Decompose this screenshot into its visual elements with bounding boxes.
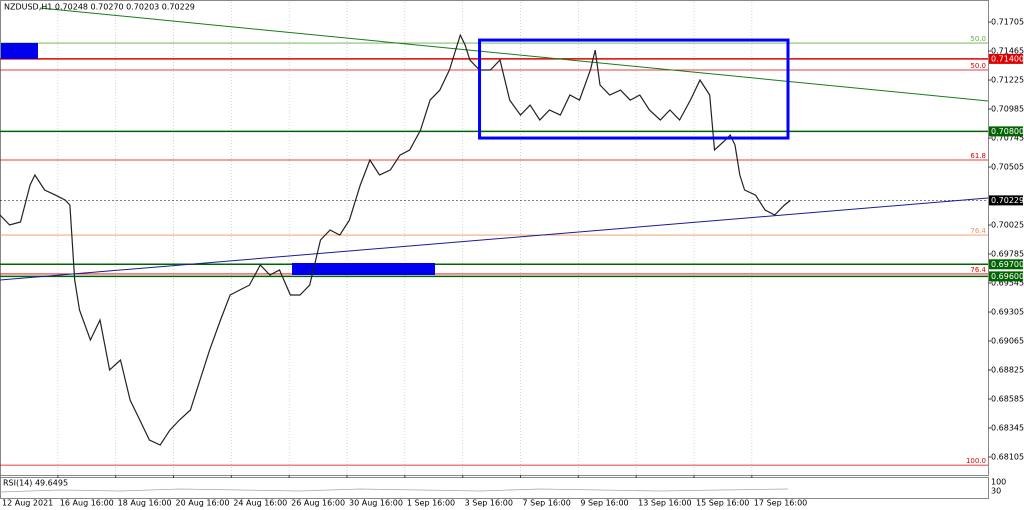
range-box xyxy=(478,38,790,140)
x-tick-label: 12 Aug 2021 xyxy=(2,499,53,508)
x-tick-label: 15 Sep 16:00 xyxy=(696,499,749,508)
trend-line xyxy=(0,197,989,281)
y-tick-label: 0.70985 xyxy=(991,105,1024,114)
y-tick-label: 0.71705 xyxy=(991,18,1024,27)
x-tick-label: 13 Sep 16:00 xyxy=(638,499,691,508)
x-tick-label: 24 Aug 16:00 xyxy=(233,499,287,508)
y-tick-label: 0.69065 xyxy=(991,337,1024,346)
price-tag-label: 0.71400 xyxy=(991,54,1024,63)
y-tick-label: 0.69545 xyxy=(991,279,1024,288)
fib-label: 50.0 xyxy=(970,35,986,43)
x-tick-label: 7 Sep 16:00 xyxy=(523,499,571,508)
price-tag xyxy=(989,259,1023,270)
price-tag-label: 0.69600 xyxy=(991,272,1024,281)
price-line xyxy=(0,33,791,446)
indicator-label: RSI(14) 49.6495 xyxy=(3,479,68,488)
price-tag-label: 0.70800 xyxy=(991,127,1024,136)
zone-block xyxy=(1,43,38,59)
price-tag xyxy=(989,195,1023,206)
x-tick-label: 1 Sep 16:00 xyxy=(407,499,455,508)
y-tick-label: 0.68105 xyxy=(991,452,1024,461)
y-tick-label: 0.70505 xyxy=(991,163,1024,172)
price-tag xyxy=(989,126,1023,137)
x-tick-label: 20 Aug 16:00 xyxy=(176,499,230,508)
plot-frame xyxy=(0,0,989,476)
fib-label: 76.4 xyxy=(970,266,986,274)
x-tick-label: 16 Aug 16:00 xyxy=(60,499,114,508)
zone-block xyxy=(292,263,435,275)
price-tag xyxy=(989,271,1023,282)
x-tick-label: 18 Aug 16:00 xyxy=(118,499,172,508)
y-tick-label: 0.70025 xyxy=(991,221,1024,230)
fib-label: 50.0 xyxy=(970,62,986,70)
y-tick-label: 0.69785 xyxy=(991,250,1024,259)
y-tick-label: 0.69305 xyxy=(991,308,1024,317)
y-tick-label: 0.68825 xyxy=(991,366,1024,375)
y-tick-label: 0.71465 xyxy=(991,47,1024,56)
y-tick-label: 0.68585 xyxy=(991,395,1024,404)
fib-label: 76.4 xyxy=(970,227,986,235)
fib-label: 100.0 xyxy=(966,457,986,465)
price-tag-label: 0.70229 xyxy=(991,196,1024,205)
y-tick-label: 0.71225 xyxy=(991,76,1024,85)
y-tick-label: 0.68345 xyxy=(991,424,1024,433)
x-tick-label: 17 Sep 16:00 xyxy=(754,499,807,508)
chart-title: NZDUSD,H1 0.70248 0.70270 0.70203 0.7022… xyxy=(4,3,195,12)
x-tick-label: 9 Sep 16:00 xyxy=(580,499,628,508)
trend-line xyxy=(39,7,989,102)
price-tag-label: 0.69700 xyxy=(991,260,1024,269)
indicator-axis-label: 30 xyxy=(991,487,1001,496)
y-tick-label: 0.70745 xyxy=(991,134,1024,143)
rsi-line xyxy=(0,488,789,493)
x-tick-label: 26 Aug 16:00 xyxy=(291,499,345,508)
x-tick-label: 3 Sep 16:00 xyxy=(465,499,513,508)
x-tick-label: 30 Aug 16:00 xyxy=(349,499,403,508)
fib-label: 61.8 xyxy=(970,152,986,160)
price-tag xyxy=(989,53,1023,64)
indicator-frame xyxy=(0,477,989,499)
indicator-axis-label: 100 xyxy=(991,478,1006,487)
